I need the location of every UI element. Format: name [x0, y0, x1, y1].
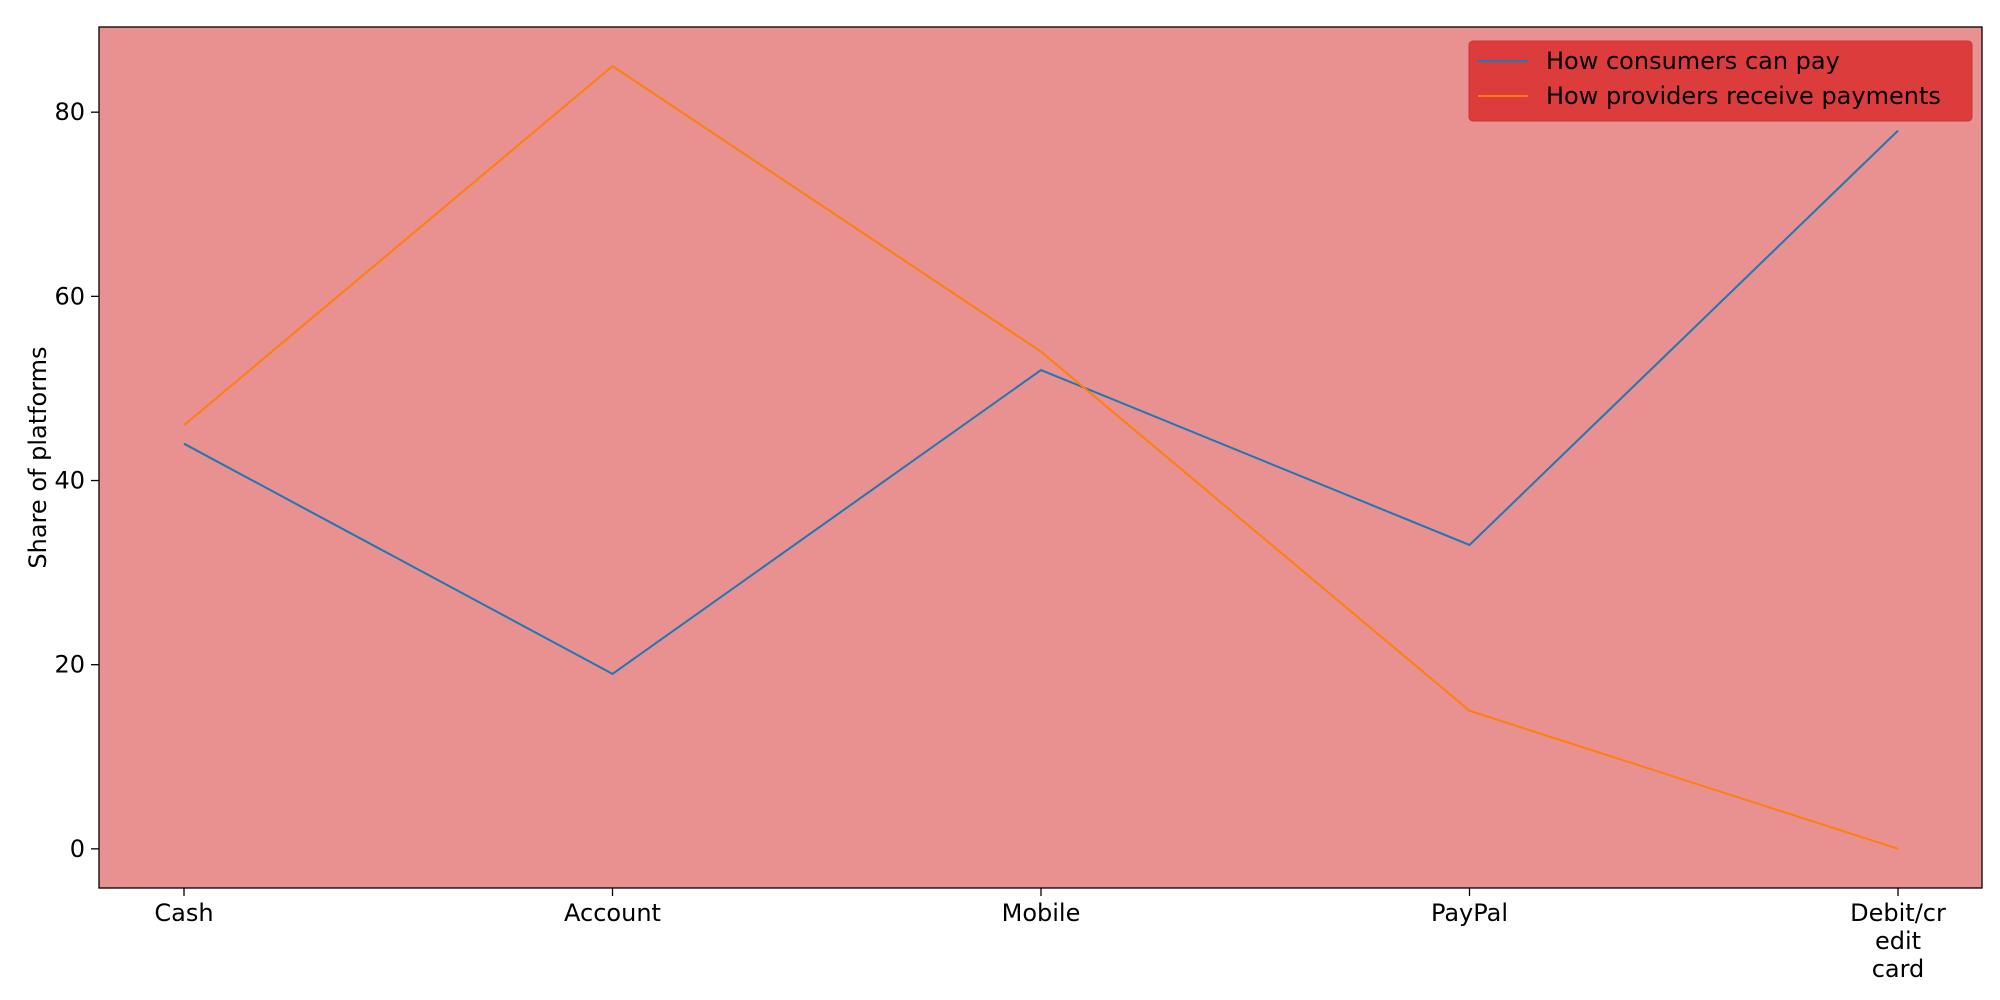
- plot-area-background: [99, 27, 1982, 888]
- legend: How consumers can pay How providers recei…: [1468, 40, 1973, 122]
- series-line-2: [183, 65, 1899, 850]
- x-tick-label: Debit/cr edit card: [1850, 899, 1946, 983]
- x-tick-label: Cash: [154, 899, 213, 927]
- legend-label-2: How providers receive payments: [1546, 82, 1941, 110]
- y-tick-label: 0: [70, 835, 85, 863]
- series-line-1: [183, 129, 1899, 675]
- y-axis-title: Share of platforms: [24, 346, 52, 568]
- y-tick-label: 40: [54, 467, 85, 495]
- x-tick-label: Account: [564, 899, 661, 927]
- y-tick-label: 80: [54, 98, 85, 126]
- y-tick-label: 20: [54, 651, 85, 679]
- legend-box: [1468, 40, 1973, 122]
- x-tick-label: Mobile: [1002, 899, 1081, 927]
- legend-label-1: How consumers can pay: [1546, 47, 1840, 75]
- x-tick-label: PayPal: [1431, 899, 1508, 927]
- y-tick-label: 60: [54, 282, 85, 310]
